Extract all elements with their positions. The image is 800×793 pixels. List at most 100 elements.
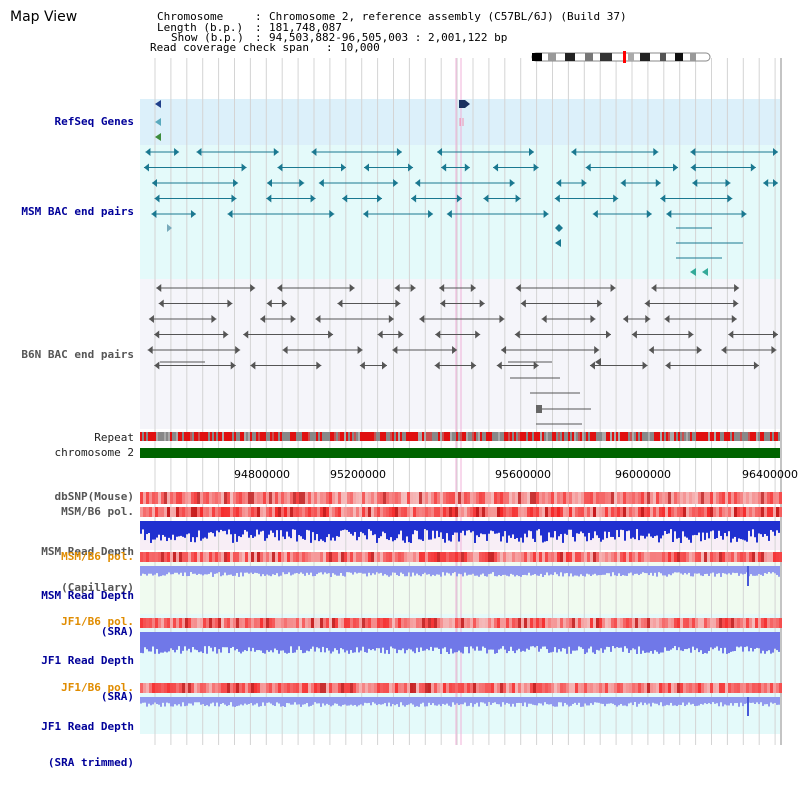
jf1-b6-pol-heat [647, 618, 650, 628]
msm-capillary-depth-bar [336, 521, 338, 537]
repeat-segment [526, 432, 528, 441]
repeat-segment [680, 432, 682, 441]
dbsnp-heat [242, 492, 245, 504]
msm-capillary-depth-bar [722, 521, 724, 540]
jf1-depth-bar [464, 632, 466, 647]
msm-capillary-depth-bar [486, 521, 488, 541]
msm-b6-pol-sra-heat [173, 552, 176, 562]
jf1-depth-bar [540, 632, 542, 649]
jf1-trim-depth-bar [678, 697, 680, 705]
jf1-b6-pol-heat [494, 618, 497, 628]
msm-b6-pol-sra-heat [581, 552, 584, 562]
msm-capillary-depth-bar [688, 521, 690, 540]
msm-sra-depth-bar [174, 566, 176, 573]
jf1-depth-bar [726, 632, 728, 654]
msm-b6-pol-sra-heat [695, 552, 698, 562]
jf1-b6-pol-label[interactable]: JF1/B6 pol. [61, 615, 134, 628]
jf1-depth-label[interactable]: JF1 Read Depth (SRA) [41, 631, 134, 727]
msm-b6-pol-sra-heat [182, 552, 185, 562]
msm-capillary-depth-bar [536, 521, 538, 531]
msm-b6-pol-heat [770, 507, 773, 517]
dbsnp-heat [710, 492, 713, 504]
dbsnp-label[interactable]: dbSNP(Mouse) [54, 490, 134, 503]
jf1-trim-depth-bar [466, 697, 468, 707]
jf1-depth-bar [154, 632, 156, 654]
msm-b6-pol-label[interactable]: MSM/B6 pol. [61, 505, 134, 518]
jf1-trim-depth-bar [620, 697, 622, 704]
jf1-trim-depth-bar [316, 697, 318, 704]
dbsnp-heat [548, 492, 551, 504]
msm-capillary-depth-bar [444, 521, 446, 543]
msm-b6-pol-heat [500, 507, 503, 517]
msm-bac-label[interactable]: MSM BAC end pairs [21, 205, 134, 218]
jf1-depth-bar [772, 632, 774, 653]
msm-b6-pol-heat [569, 507, 572, 517]
jf1-trim-depth-bar [546, 697, 548, 705]
dbsnp-heat [665, 492, 668, 504]
msm-b6-pol-heat [410, 507, 413, 517]
jf1-trim-depth-bar [704, 697, 706, 704]
msm-capillary-depth-bar [640, 521, 642, 536]
msm-capillary-depth-bar [366, 521, 368, 540]
jf1-b6-pol-trim-heat [320, 683, 323, 693]
page-title: Map View [10, 9, 78, 25]
axis-tick-label: 96400000 [742, 468, 798, 481]
msm-b6-pol-heat [335, 507, 338, 517]
jf1-trim-depth-bar [542, 697, 544, 706]
jf1-b6-pol-trim-label[interactable]: JF1/B6 pol. [61, 681, 134, 694]
jf1-depth-trimmed-label[interactable]: JF1 Read Depth (SRA trimmed) [41, 697, 134, 793]
repeat-segment [602, 432, 604, 441]
jf1-depth-bar [250, 632, 252, 652]
jf1-b6-pol-heat [194, 618, 197, 628]
msm-b6-pol-heat [377, 507, 380, 517]
jf1-b6-pol-trim-heat [734, 683, 737, 693]
repeat-segment [254, 432, 256, 441]
jf1-trim-depth-bar [680, 697, 682, 705]
msm-b6-pol-sra-label[interactable]: MSM/B6 pol. [61, 550, 134, 563]
jf1-depth-bar [224, 632, 226, 648]
jf1-depth-bar [298, 632, 300, 647]
repeat-segment [160, 432, 162, 441]
jf1-trim-depth-bar [584, 697, 586, 704]
repeat-segment [446, 432, 448, 441]
jf1-trim-depth-bar [752, 697, 754, 703]
b6n-bac-label[interactable]: B6N BAC end pairs [21, 348, 134, 361]
jf1-trim-depth-bar [276, 697, 278, 703]
jf1-trim-depth-bar [162, 697, 164, 703]
jf1-trim-depth-bar [154, 697, 156, 703]
msm-bac-pair-end [415, 179, 421, 187]
repeat-segment [730, 432, 732, 441]
jf1-trim-depth-bar [706, 697, 708, 705]
jf1-b6-pol-trim-heat [623, 683, 626, 693]
msm-b6-pol-heat [428, 507, 431, 517]
msm-capillary-depth-bar [746, 521, 748, 542]
repeat-segment [322, 432, 324, 441]
genome-track-canvas[interactable] [0, 0, 800, 745]
repeat-segment [620, 432, 622, 441]
repeat-segment [472, 432, 474, 441]
jf1-b6-pol-trim-heat [170, 683, 173, 693]
msm-b6-pol-sra-heat [185, 552, 188, 562]
jf1-depth-bar [658, 632, 660, 654]
repeat-segment [486, 432, 488, 441]
msm-capillary-depth-bar [400, 521, 402, 531]
msm-depth-sra-label[interactable]: MSM Read Depth (SRA) [41, 566, 134, 662]
refseq-genes-label[interactable]: RefSeq Genes [54, 115, 134, 128]
jf1-b6-pol-heat [341, 618, 344, 628]
msm-b6-pol-sra-heat [371, 552, 374, 562]
jf1-depth-bar [748, 632, 750, 652]
msm-bac-pair-end [725, 179, 731, 187]
msm-b6-pol-sra-heat [323, 552, 326, 562]
repeat-segment [516, 432, 518, 441]
msm-sra-depth-bar [628, 566, 630, 574]
msm-b6-pol-heat [689, 507, 692, 517]
jf1-b6-pol-trim-heat [407, 683, 410, 693]
jf1-depth-bar [626, 632, 628, 649]
repeat-segment [440, 432, 442, 441]
jf1-depth-bar [584, 632, 586, 654]
msm-b6-pol-sra-heat [383, 552, 386, 562]
msm-capillary-depth-bar [216, 521, 218, 531]
jf1-trim-depth-bar [260, 697, 262, 707]
jf1-b6-pol-trim-heat [248, 683, 251, 693]
msm-depth-capillary-label[interactable]: MSM Read Depth (Capillary) [41, 522, 134, 618]
